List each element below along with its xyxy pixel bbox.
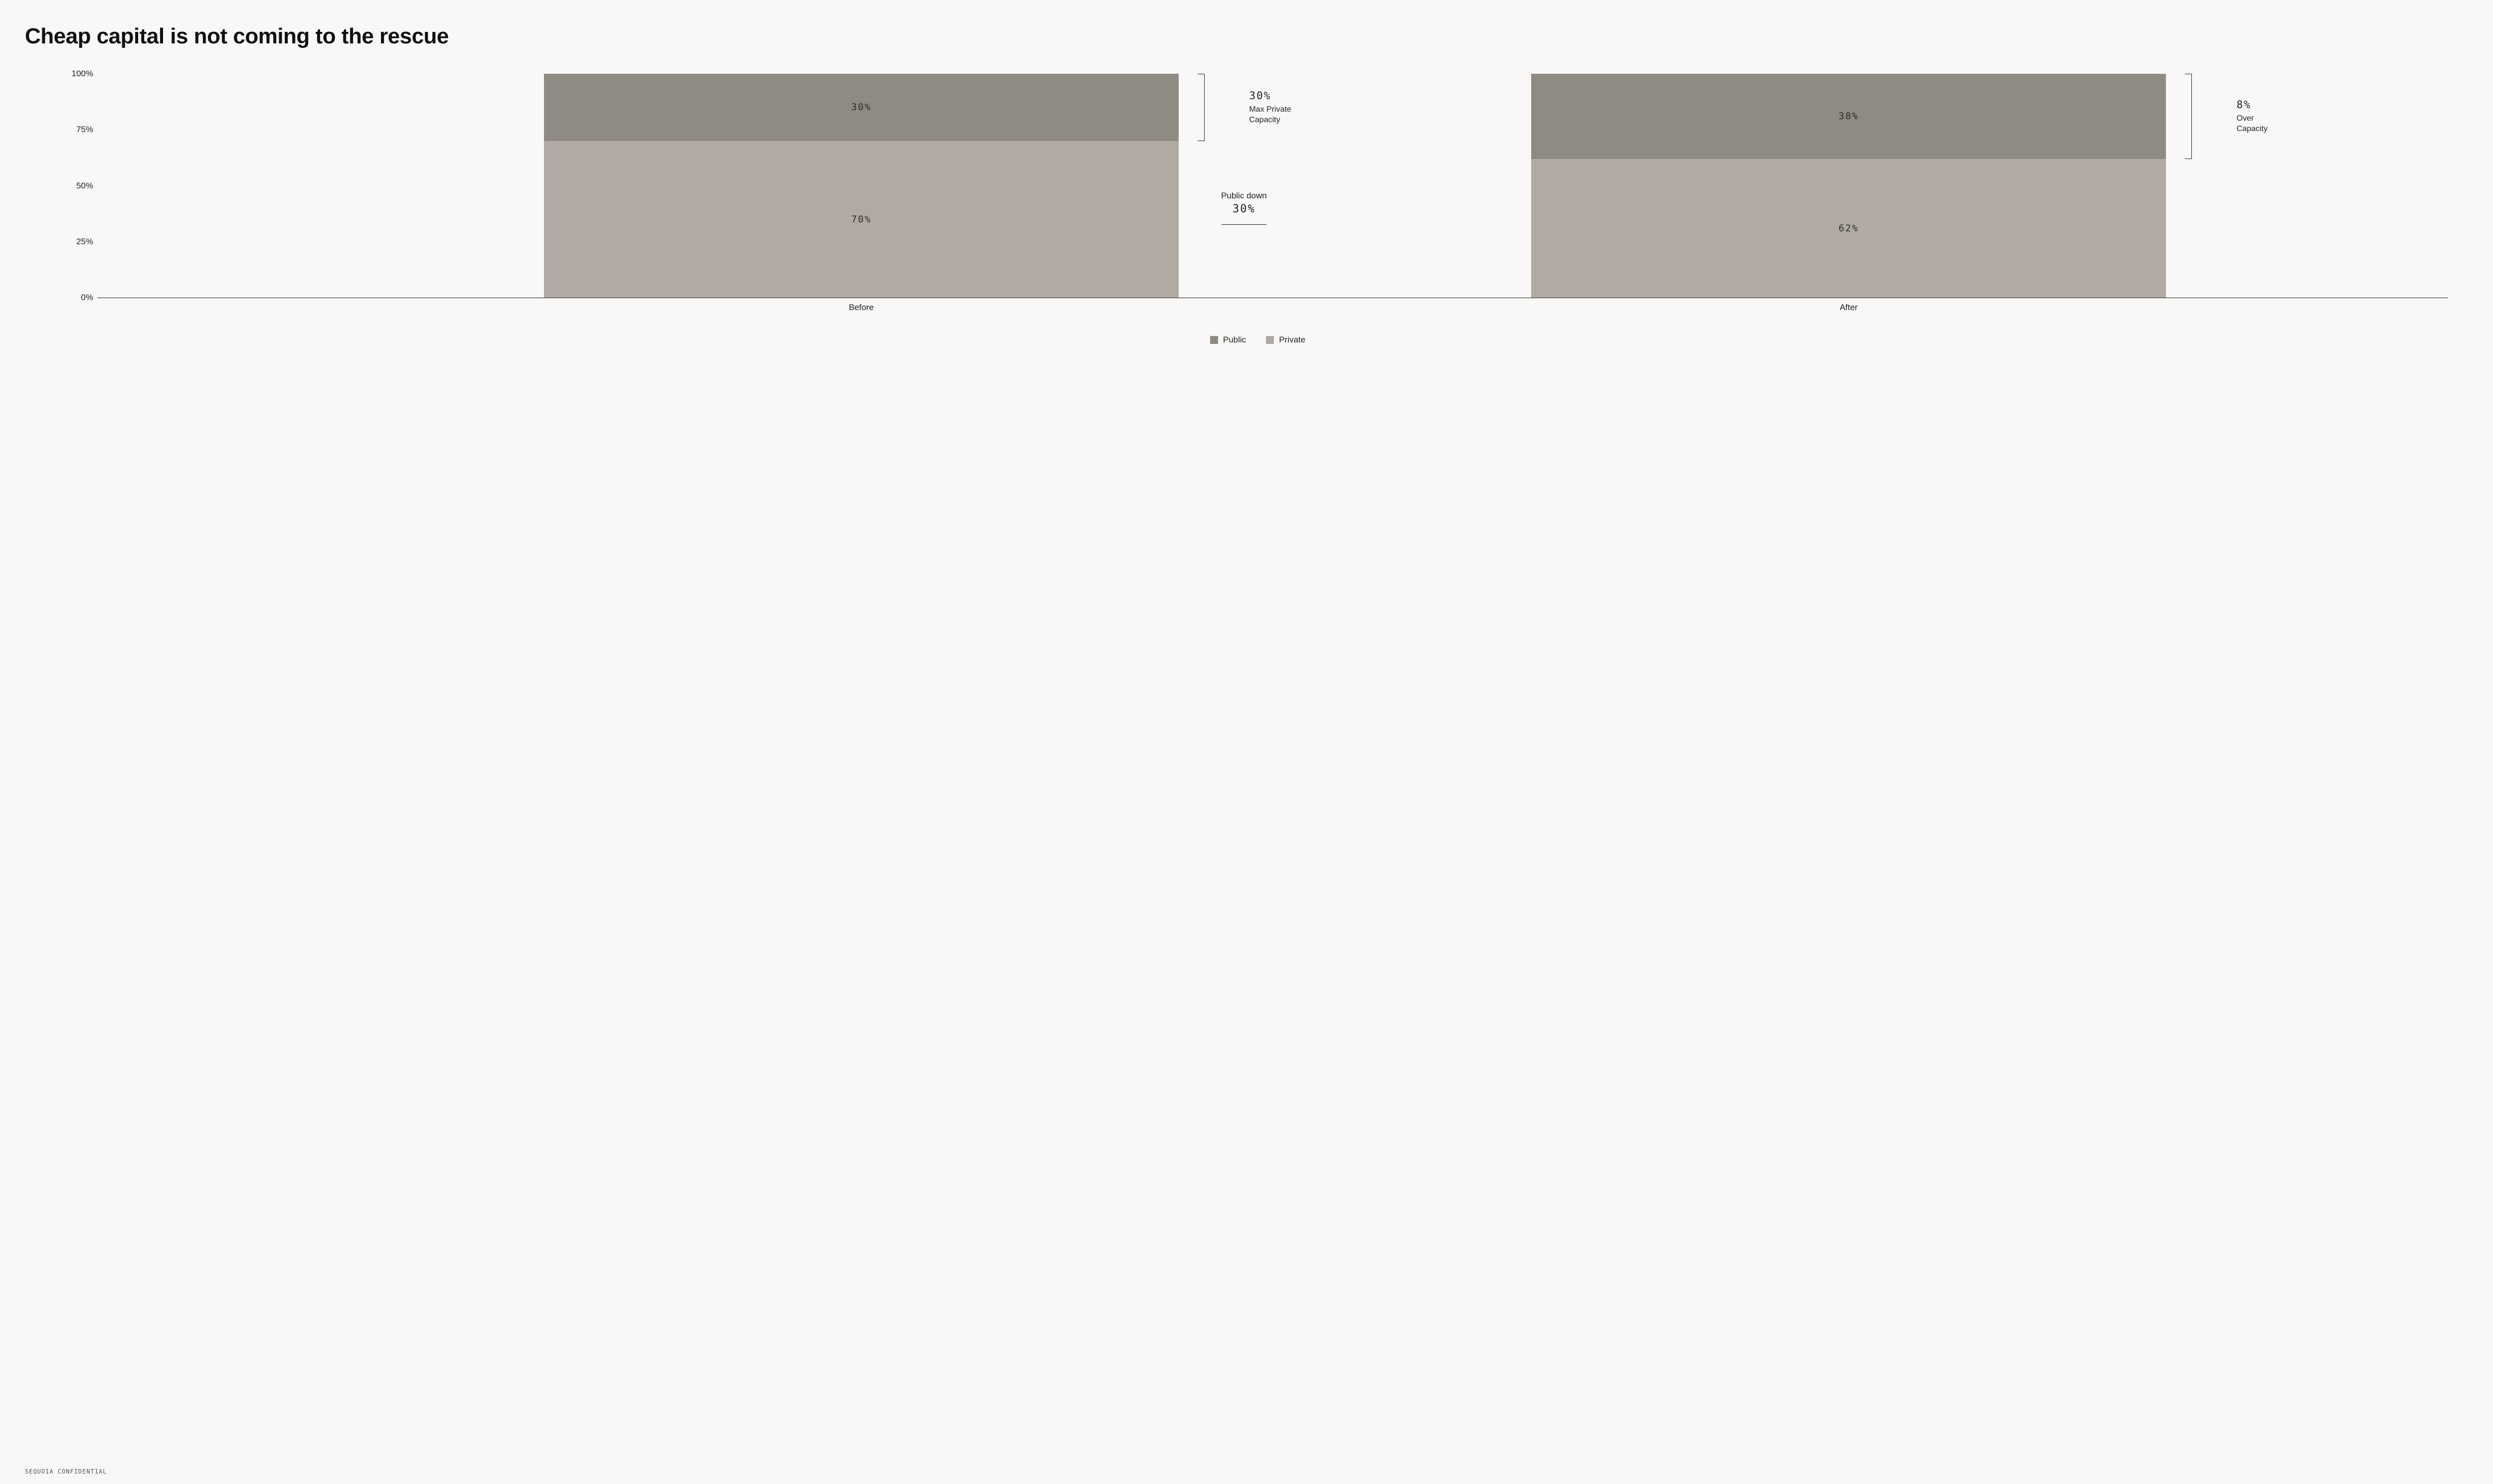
chart: 0%25%50%75%100%30%70%Before30%Max Privat… — [67, 69, 2448, 313]
bracket-label: 30%Max PrivateCapacity — [1249, 89, 1291, 126]
slide: Cheap capital is not coming to the rescu… — [0, 0, 2493, 1484]
plot-area: 0%25%50%75%100%30%70%Before30%Max Privat… — [97, 74, 2448, 298]
bar-segment-public: 30% — [544, 74, 1179, 141]
x-label: Before — [544, 303, 1179, 313]
y-tick-label: 75% — [67, 125, 93, 135]
y-tick-label: 100% — [67, 69, 93, 79]
bar-before: 30%70%Before — [544, 74, 1179, 298]
footer-confidential: SEQUOIA CONFIDENTIAL — [25, 1468, 107, 1475]
x-label: After — [1531, 303, 2166, 313]
bracket — [2185, 74, 2192, 159]
bar-segment-private: 70% — [544, 141, 1179, 298]
bracket — [1198, 74, 1205, 141]
legend-label: Private — [1279, 335, 1305, 345]
page-title: Cheap capital is not coming to the rescu… — [25, 24, 2468, 49]
legend: Public Private — [67, 335, 2448, 345]
bar-after: 38%62%After — [1531, 74, 2166, 298]
legend-swatch — [1266, 336, 1274, 344]
legend-item-private: Private — [1266, 335, 1305, 345]
y-tick-label: 25% — [67, 237, 93, 247]
legend-label: Public — [1223, 335, 1246, 345]
y-tick-label: 50% — [67, 181, 93, 191]
bar-segment-public: 38% — [1531, 74, 2166, 159]
bracket-label: 8%OverCapacity — [2237, 98, 2268, 135]
mid-annotation: Public down30% — [1221, 191, 1267, 225]
legend-item-public: Public — [1210, 335, 1246, 345]
bar-segment-private: 62% — [1531, 159, 2166, 298]
y-tick-label: 0% — [67, 293, 93, 303]
legend-swatch — [1210, 336, 1218, 344]
